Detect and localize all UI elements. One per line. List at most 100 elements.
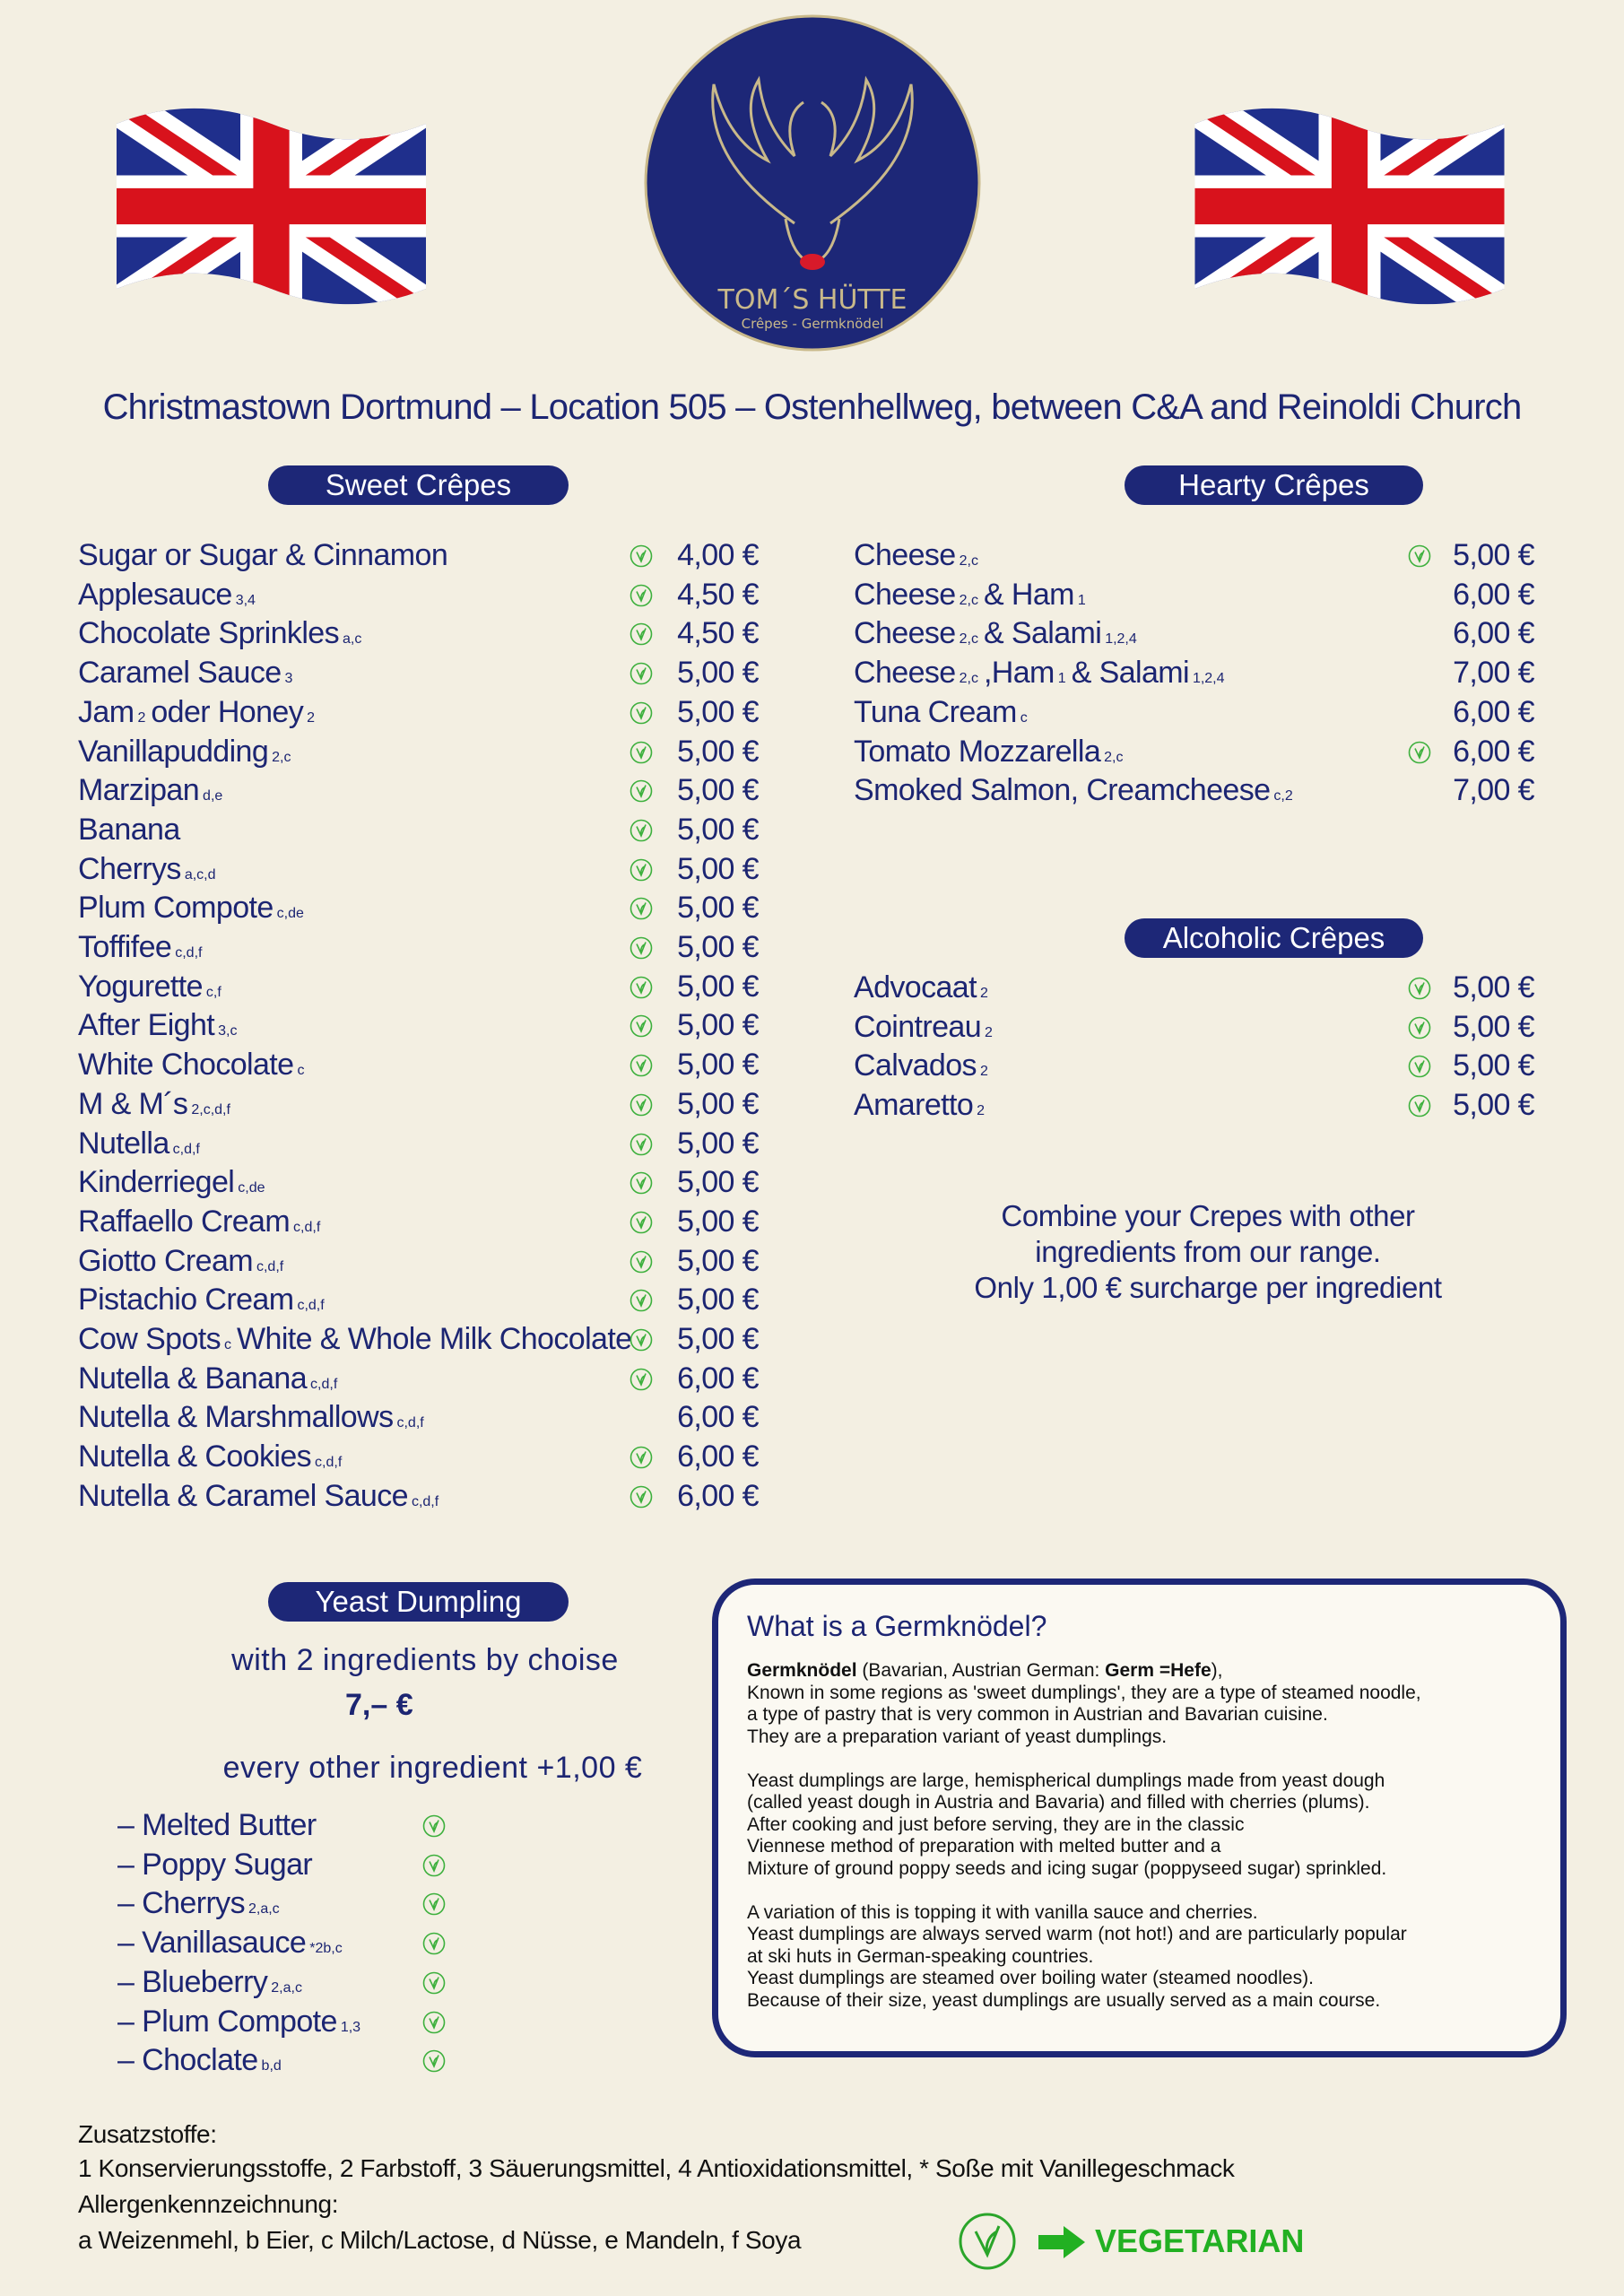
info-line: Germknödel (Bavarian, Austrian German: G… (747, 1660, 1421, 1683)
allergen-code: c,f (205, 984, 221, 1000)
item-name: Pistachio Cream (78, 1283, 294, 1318)
item-name: White & Whole Milk Chocolate (237, 1322, 632, 1356)
item-name: After Eight (78, 1008, 215, 1043)
allergen-code: 1 (1077, 592, 1086, 608)
item-name: Cow Spots (78, 1322, 221, 1356)
vegetarian-icon (630, 1250, 653, 1273)
item-name: Cointreau (854, 1009, 982, 1044)
vegetarian-icon (630, 1328, 653, 1352)
vegetarian-icon (630, 1093, 653, 1117)
vegetarian-icon (422, 2049, 446, 2073)
paragraph-gap (747, 1748, 1421, 1770)
info-bold: Germ =Hefe (1105, 1660, 1211, 1681)
vegetarian-icon (1408, 1094, 1431, 1118)
menu-item: Cheese 2,c & Ham 1 6,00 € (854, 575, 1535, 614)
price: 5,00 € (677, 891, 760, 926)
item-name: Plum Compote (78, 891, 274, 926)
vegetarian-icon (630, 662, 653, 685)
vegetarian-icon (630, 819, 653, 842)
menu-item: – Melted Butter (117, 1805, 466, 1845)
price: 6,00 € (1453, 734, 1535, 769)
section-title: Yeast Dumpling (268, 1582, 569, 1622)
item-name: Kinderriegel (78, 1165, 235, 1200)
info-line: They are a preparation variant of yeast … (747, 1726, 1168, 1747)
item-name: Chocolate Sprinkles (78, 616, 340, 651)
vegetarian-icon (630, 701, 653, 725)
note-line: ingredients from our range. (1035, 1235, 1381, 1268)
allergen-code: c,d,f (175, 945, 203, 961)
menu-item: Nutella & Cookies c,d,f 6,00 € (78, 1437, 760, 1476)
menu-item: Tuna Cream c 6,00 € (854, 692, 1535, 732)
allergen-code: c,d,f (256, 1258, 284, 1274)
item-name: – Cherrys (117, 1886, 246, 1921)
vegetarian-icon (630, 544, 653, 568)
info-line: A variation of this is topping it with v… (747, 1901, 1258, 1923)
allergen-code: 3 (284, 671, 293, 687)
section-title: Alcoholic Crêpes (1125, 918, 1423, 958)
allergen-code: 3,4 (235, 592, 256, 608)
price: 7,00 € (1453, 656, 1535, 691)
allergen-code: 2 (979, 1064, 988, 1080)
item-name: Nutella & Marshmallows (78, 1400, 394, 1435)
vegetarian-icon (630, 1368, 653, 1390)
menu-item: Caramel Sauce 3 5,00 € (78, 653, 760, 692)
item-name: Raffaello Cream (78, 1204, 291, 1239)
item-name: M & M´s (78, 1086, 188, 1121)
menu-item: Nutella & Caramel Sauce c,d,f 6,00 € (78, 1476, 760, 1516)
item-name: Smoked Salmon, Creamcheese (854, 773, 1271, 808)
item-name: Giotto Cream (78, 1243, 254, 1278)
price: 5,00 € (677, 851, 760, 886)
flag-right (1194, 108, 1505, 305)
item-name: Advocaat (854, 970, 977, 1004)
item-name: Cherrys (78, 851, 181, 886)
menu-item: Cheese 2,c & Salami 1,2,4 6,00 € (854, 613, 1535, 653)
price: 5,00 € (677, 969, 760, 1004)
vegetarian-icon (630, 936, 653, 960)
allergen-code: 2 (979, 986, 988, 1001)
price: 5,00 € (677, 1165, 760, 1200)
item-name: – Choclate (117, 2043, 258, 2078)
item-name: Sugar or Sugar & Cinnamon (78, 538, 448, 572)
vegetarian-icon (630, 584, 653, 606)
price: 6,00 € (677, 1400, 760, 1435)
item-name: Calvados (854, 1048, 977, 1083)
allergen-code: 2,c (959, 631, 978, 648)
menu-item: Vanillapudding 2,c 5,00 € (78, 732, 760, 771)
price: 5,00 € (677, 1008, 760, 1043)
allergen-code: 2 (977, 1103, 986, 1119)
paragraph-gap (747, 1880, 1421, 1902)
allergen-code: 3,c (218, 1023, 238, 1039)
item-name: oder Honey (151, 694, 304, 729)
item-name: Banana (78, 812, 180, 847)
vegetarian-icon (630, 858, 653, 881)
menu-item: M & M´s 2,c,d,f 5,00 € (78, 1084, 760, 1124)
info-line: Yeast dumplings are always served warm (… (747, 1924, 1407, 1944)
menu-item: Sugar or Sugar & Cinnamon 4,00 € (78, 535, 760, 575)
price: 5,00 € (677, 1283, 760, 1318)
menu-item: Giotto Cream c,d,f 5,00 € (78, 1241, 760, 1281)
allergen-code: c,de (238, 1180, 265, 1196)
vegetarian-icon (630, 976, 653, 998)
price: 5,00 € (1453, 1088, 1535, 1123)
menu-item: Banana 5,00 € (78, 810, 760, 849)
allergen-code: 2,c (959, 592, 978, 608)
item-name: – Poppy Sugar (117, 1847, 313, 1882)
price: 5,00 € (677, 1322, 760, 1356)
legend-arrow (1038, 2226, 1085, 2258)
price: 5,00 € (677, 812, 760, 847)
vegetarian-icon (1408, 1016, 1431, 1039)
menu-item: Cointreau 2 5,00 € (854, 1007, 1535, 1047)
price: 6,00 € (677, 1478, 760, 1513)
item-name: Caramel Sauce (78, 656, 282, 691)
logo-title: TOM´S HÜTTE (717, 283, 908, 316)
menu-item: White Chocolate c 5,00 € (78, 1045, 760, 1084)
vegetarian-icon (422, 1932, 446, 1955)
menu-item: Smoked Salmon, Creamcheese c,2 7,00 € (854, 770, 1535, 810)
section-title: Hearty Crêpes (1125, 465, 1423, 505)
menu-item: Tomato Mozzarella 2,c 6,00 € (854, 732, 1535, 771)
vegetarian-icon (630, 779, 653, 803)
menu-item: Cheese 2,c 5,00 € (854, 535, 1535, 575)
menu-item: – Poppy Sugar (117, 1845, 466, 1884)
allergen-code: 1,2,4 (1105, 631, 1137, 648)
vegetarian-icon (422, 1893, 446, 1916)
